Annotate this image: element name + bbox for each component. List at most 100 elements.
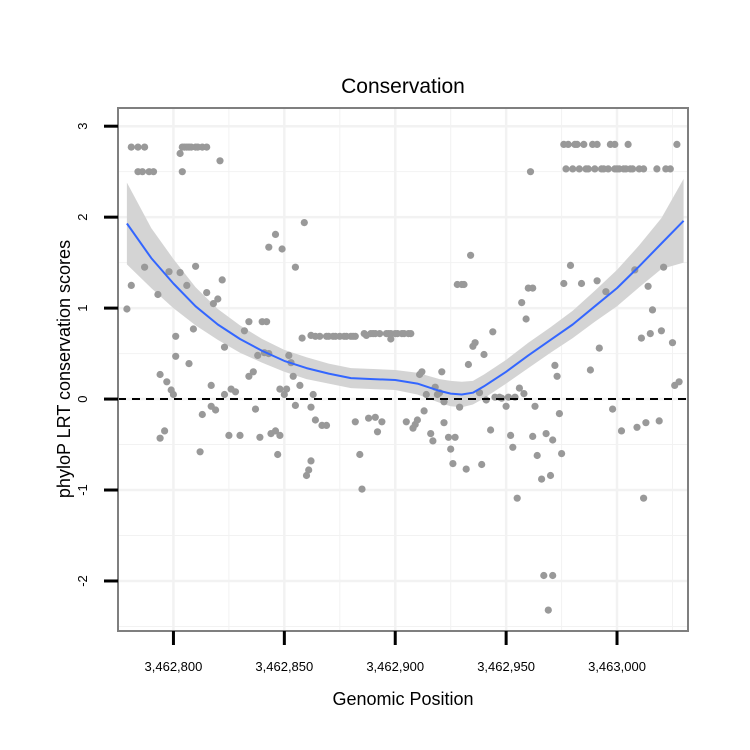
data-point (555, 410, 564, 418)
data-point (640, 494, 648, 502)
data-point (675, 378, 683, 386)
data-point (220, 343, 229, 351)
data-point (644, 282, 652, 290)
data-point (420, 407, 428, 415)
data-point (660, 263, 668, 271)
data-point (271, 427, 280, 435)
data-point (580, 140, 588, 148)
data-point (307, 403, 315, 411)
y-tick-label: 3 (75, 123, 90, 130)
data-point (456, 403, 464, 411)
data-point (502, 402, 510, 410)
data-point (553, 372, 561, 380)
data-point (546, 471, 555, 480)
y-tick-label: 2 (75, 213, 90, 220)
data-point (265, 243, 273, 251)
data-point (586, 366, 595, 374)
data-point (296, 381, 304, 389)
data-point (351, 332, 359, 340)
data-point (467, 251, 475, 259)
data-point (558, 450, 566, 458)
data-point (478, 460, 486, 469)
data-point (451, 433, 459, 441)
data-point (311, 416, 319, 424)
data-point (172, 332, 180, 340)
data-point (462, 465, 470, 473)
data-point (149, 168, 158, 176)
data-point (378, 418, 386, 426)
data-point (123, 305, 131, 313)
data-point (161, 427, 169, 435)
data-point (274, 450, 282, 459)
data-point (564, 140, 572, 148)
data-point (577, 279, 586, 288)
data-point (127, 281, 135, 289)
data-point (653, 165, 661, 173)
data-point (440, 419, 448, 427)
data-point (646, 330, 654, 338)
data-point (285, 351, 293, 359)
data-point (429, 437, 437, 445)
data-point (602, 288, 610, 296)
x-tick-label: 3,462,850 (255, 659, 313, 674)
data-point (566, 261, 575, 269)
data-point (196, 448, 204, 456)
chart-title: Conservation (341, 75, 465, 98)
data-point (629, 165, 637, 173)
data-point (356, 450, 364, 459)
confidence-ribbon (126, 178, 684, 408)
data-point (549, 436, 557, 444)
data-point (203, 143, 211, 151)
data-point (449, 460, 457, 468)
data-point (176, 269, 184, 277)
data-point (307, 457, 315, 465)
data-point (351, 418, 359, 426)
data-point (640, 165, 648, 173)
data-point (300, 219, 308, 227)
y-tick-label: -1 (75, 484, 90, 496)
smooth-line (126, 220, 685, 396)
x-tick-label: 3,462,950 (477, 659, 535, 674)
data-point (533, 451, 541, 460)
data-point (309, 390, 317, 399)
data-point (280, 390, 288, 399)
data-point (291, 263, 299, 271)
data-point (507, 431, 515, 439)
data-point (413, 416, 421, 424)
data-point (225, 431, 233, 439)
data-point (648, 306, 657, 314)
data-point (276, 385, 284, 393)
data-point (263, 318, 271, 326)
data-point (422, 390, 430, 399)
x-axis: 3,462,800 3,462,850 3,462,900 3,462,950 3,46… (145, 631, 646, 674)
data-point (278, 245, 286, 253)
data-point (371, 413, 379, 421)
data-point (207, 381, 215, 389)
data-point (245, 318, 253, 326)
y-tick-label: 0 (75, 395, 90, 402)
data-point (573, 140, 581, 148)
data-point (529, 284, 537, 292)
data-point (198, 410, 206, 419)
data-point (163, 378, 171, 386)
y-axis: -2 -1 0 1 2 3 (75, 123, 118, 587)
data-point (178, 168, 186, 176)
data-point (156, 434, 164, 442)
data-point (236, 431, 244, 439)
data-point (283, 385, 291, 393)
data-point (316, 332, 324, 340)
data-point (637, 334, 646, 342)
data-point (575, 165, 583, 173)
data-point (526, 168, 535, 176)
data-point (298, 334, 306, 342)
data-point (480, 350, 488, 359)
data-point (487, 426, 495, 434)
data-point (444, 433, 453, 441)
data-point (402, 418, 410, 426)
data-point (407, 330, 415, 338)
data-point (271, 230, 280, 238)
data-point (214, 295, 222, 303)
data-point (591, 165, 599, 173)
data-point (418, 368, 426, 376)
